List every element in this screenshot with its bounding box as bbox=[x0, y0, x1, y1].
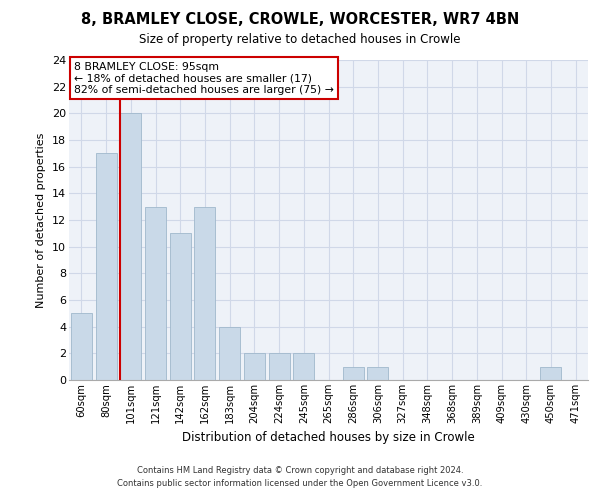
Y-axis label: Number of detached properties: Number of detached properties bbox=[37, 132, 46, 308]
Bar bbox=[541, 366, 562, 380]
Bar bbox=[145, 206, 166, 380]
Text: Size of property relative to detached houses in Crowle: Size of property relative to detached ho… bbox=[139, 32, 461, 46]
Text: Contains HM Land Registry data © Crown copyright and database right 2024.
Contai: Contains HM Land Registry data © Crown c… bbox=[118, 466, 482, 487]
Bar bbox=[367, 366, 388, 380]
Bar bbox=[170, 234, 191, 380]
Bar bbox=[71, 314, 92, 380]
Bar bbox=[120, 114, 141, 380]
Text: 8 BRAMLEY CLOSE: 95sqm
← 18% of detached houses are smaller (17)
82% of semi-det: 8 BRAMLEY CLOSE: 95sqm ← 18% of detached… bbox=[74, 62, 334, 95]
Bar bbox=[244, 354, 265, 380]
Bar bbox=[194, 206, 215, 380]
Text: 8, BRAMLEY CLOSE, CROWLE, WORCESTER, WR7 4BN: 8, BRAMLEY CLOSE, CROWLE, WORCESTER, WR7… bbox=[81, 12, 519, 28]
Bar bbox=[293, 354, 314, 380]
Bar bbox=[219, 326, 240, 380]
Bar bbox=[95, 154, 116, 380]
Bar bbox=[343, 366, 364, 380]
Bar bbox=[269, 354, 290, 380]
X-axis label: Distribution of detached houses by size in Crowle: Distribution of detached houses by size … bbox=[182, 432, 475, 444]
